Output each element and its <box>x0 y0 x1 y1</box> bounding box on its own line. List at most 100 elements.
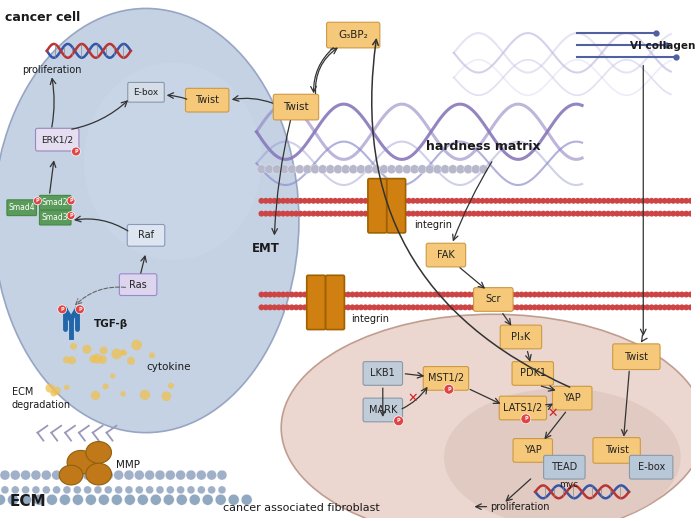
Circle shape <box>614 304 620 311</box>
Circle shape <box>428 198 433 204</box>
Circle shape <box>536 292 542 297</box>
Circle shape <box>206 470 216 480</box>
Circle shape <box>462 304 468 311</box>
Text: P: P <box>78 307 82 312</box>
Circle shape <box>42 486 50 494</box>
Circle shape <box>536 210 542 217</box>
Circle shape <box>424 210 429 217</box>
Text: TEAD: TEAD <box>551 462 577 472</box>
Text: Twist: Twist <box>284 102 309 112</box>
Circle shape <box>406 304 412 311</box>
Circle shape <box>328 198 334 204</box>
Circle shape <box>666 292 672 297</box>
Circle shape <box>424 304 429 311</box>
Text: Twist: Twist <box>605 445 629 455</box>
Circle shape <box>679 292 685 297</box>
Circle shape <box>311 210 316 217</box>
Text: TGF-β: TGF-β <box>94 319 128 329</box>
Circle shape <box>596 292 603 297</box>
Circle shape <box>653 198 659 204</box>
Circle shape <box>155 470 165 480</box>
Circle shape <box>570 210 577 217</box>
Circle shape <box>372 165 381 173</box>
Ellipse shape <box>60 465 83 485</box>
Circle shape <box>657 198 663 204</box>
Text: LATS1/2: LATS1/2 <box>503 403 542 413</box>
FancyBboxPatch shape <box>273 94 318 120</box>
Circle shape <box>341 165 350 173</box>
Circle shape <box>449 292 455 297</box>
Circle shape <box>156 486 164 494</box>
Circle shape <box>475 304 481 311</box>
Text: EMT: EMT <box>251 242 279 255</box>
Circle shape <box>337 210 342 217</box>
Circle shape <box>375 304 382 311</box>
Circle shape <box>311 165 319 173</box>
Circle shape <box>640 210 646 217</box>
Circle shape <box>393 292 399 297</box>
FancyBboxPatch shape <box>186 89 229 112</box>
Circle shape <box>553 292 559 297</box>
Text: YAP: YAP <box>524 445 542 455</box>
Circle shape <box>414 304 421 311</box>
Circle shape <box>683 304 689 311</box>
Text: ERK1/2: ERK1/2 <box>41 135 74 144</box>
Circle shape <box>298 292 303 297</box>
Circle shape <box>514 198 520 204</box>
Circle shape <box>480 210 486 217</box>
Text: MARK: MARK <box>369 405 397 415</box>
FancyBboxPatch shape <box>593 438 640 463</box>
Circle shape <box>432 292 438 297</box>
Circle shape <box>566 210 572 217</box>
Circle shape <box>189 494 200 505</box>
Circle shape <box>380 304 386 311</box>
Circle shape <box>197 486 205 494</box>
Circle shape <box>653 292 659 297</box>
Circle shape <box>414 210 421 217</box>
Circle shape <box>120 350 126 355</box>
Circle shape <box>631 292 637 297</box>
Text: P: P <box>60 307 64 312</box>
Text: P: P <box>397 418 400 424</box>
Circle shape <box>610 198 615 204</box>
Circle shape <box>671 304 676 311</box>
Circle shape <box>67 197 75 205</box>
Circle shape <box>371 304 377 311</box>
Circle shape <box>323 210 330 217</box>
Circle shape <box>445 292 451 297</box>
Circle shape <box>258 304 265 311</box>
Circle shape <box>440 198 447 204</box>
Circle shape <box>519 304 524 311</box>
Circle shape <box>562 198 568 204</box>
Circle shape <box>523 210 528 217</box>
Circle shape <box>272 165 281 173</box>
Circle shape <box>467 304 473 311</box>
Circle shape <box>84 486 92 494</box>
Circle shape <box>371 198 377 204</box>
Circle shape <box>402 304 407 311</box>
Circle shape <box>402 210 407 217</box>
Circle shape <box>406 292 412 297</box>
Circle shape <box>99 494 109 505</box>
Circle shape <box>380 210 386 217</box>
Circle shape <box>488 292 494 297</box>
Circle shape <box>384 304 390 311</box>
Circle shape <box>63 486 71 494</box>
Circle shape <box>644 210 650 217</box>
Circle shape <box>284 210 290 217</box>
Circle shape <box>662 292 668 297</box>
Circle shape <box>480 292 486 297</box>
FancyBboxPatch shape <box>363 362 402 386</box>
FancyBboxPatch shape <box>120 274 157 295</box>
Text: Twist: Twist <box>195 95 219 105</box>
Circle shape <box>558 198 564 204</box>
Text: ✕: ✕ <box>407 392 418 405</box>
Circle shape <box>501 304 508 311</box>
Circle shape <box>356 165 365 173</box>
Circle shape <box>393 210 399 217</box>
Circle shape <box>636 292 642 297</box>
Circle shape <box>328 292 334 297</box>
Circle shape <box>20 494 32 505</box>
Circle shape <box>497 198 503 204</box>
Circle shape <box>527 210 533 217</box>
